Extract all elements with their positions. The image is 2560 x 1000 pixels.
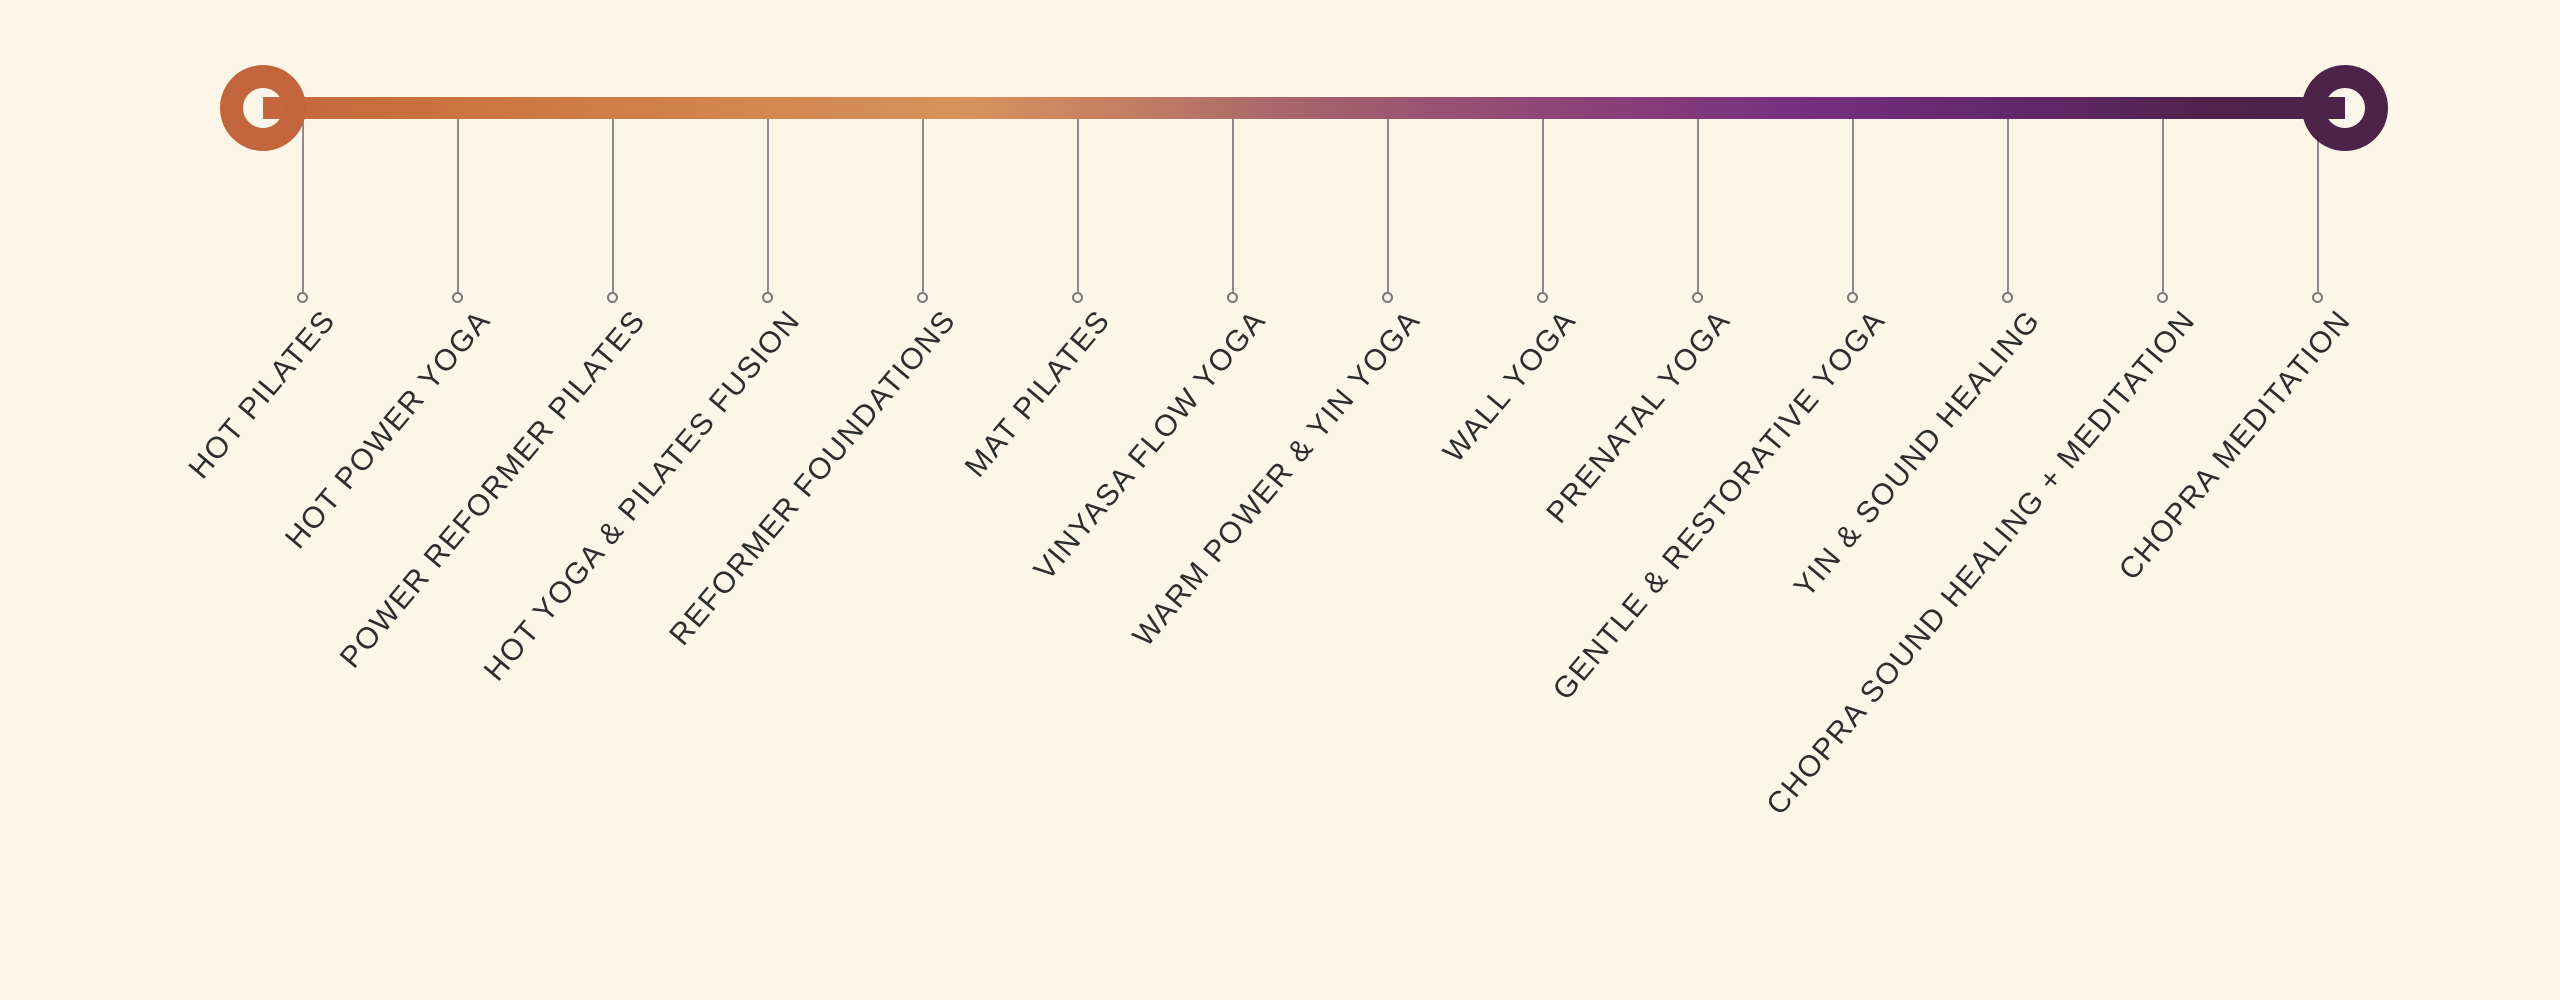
class-label-power-reformer-pilates: POWER REFORMER PILATES xyxy=(333,304,653,675)
tick-line-chopra-meditation xyxy=(2317,119,2319,292)
tick-line-reformer-foundations xyxy=(922,119,924,292)
tick-endpoint-circle-icon xyxy=(297,292,308,303)
tick-endpoint-circle-icon xyxy=(2312,292,2323,303)
tick-endpoint-circle-icon xyxy=(607,292,618,303)
tick-endpoint-circle-icon xyxy=(452,292,463,303)
tick-endpoint-circle-icon xyxy=(1847,292,1858,303)
tick-line-vinyasa-flow-yoga xyxy=(1232,119,1234,292)
tick-line-hot-yoga-pilates-fusion xyxy=(767,119,769,292)
tick-endpoint-circle-icon xyxy=(762,292,773,303)
tick-line-hot-power-yoga xyxy=(457,119,459,292)
tick-endpoint-circle-icon xyxy=(1537,292,1548,303)
class-label-gentle-restorative-yoga: GENTLE & RESTORATIVE YOGA xyxy=(1547,304,1893,707)
left-end-ring-icon xyxy=(220,65,306,151)
class-label-reformer-foundations: REFORMER FOUNDATIONS xyxy=(663,304,963,652)
tick-line-yin-sound-healing xyxy=(2007,119,2009,292)
right-end-ring-icon xyxy=(2302,65,2388,151)
tick-line-warm-power-yin-yoga xyxy=(1387,119,1389,292)
class-label-mat-pilates: MAT PILATES xyxy=(959,304,1118,484)
tick-endpoint-circle-icon xyxy=(917,292,928,303)
class-label-wall-yoga: WALL YOGA xyxy=(1436,304,1583,469)
tick-endpoint-circle-icon xyxy=(1072,292,1083,303)
tick-line-gentle-restorative-yoga xyxy=(1852,119,1854,292)
tick-line-wall-yoga xyxy=(1542,119,1544,292)
tick-endpoint-circle-icon xyxy=(2157,292,2168,303)
class-label-warm-power-yin-yoga: WARM POWER & YIN YOGA xyxy=(1127,304,1428,653)
class-label-hot-yoga-pilates-fusion: HOT YOGA & PILATES FUSION xyxy=(478,304,808,688)
tick-endpoint-circle-icon xyxy=(1382,292,1393,303)
gradient-spectrum-bar xyxy=(263,97,2345,119)
tick-endpoint-circle-icon xyxy=(1692,292,1703,303)
tick-endpoint-circle-icon xyxy=(1227,292,1238,303)
tick-line-chopra-sound-healing-meditation xyxy=(2162,119,2164,292)
tick-line-power-reformer-pilates xyxy=(612,119,614,292)
tick-line-prenatal-yoga xyxy=(1697,119,1699,292)
class-label-hot-pilates: HOT PILATES xyxy=(182,304,343,486)
tick-line-mat-pilates xyxy=(1077,119,1079,292)
tick-line-hot-pilates xyxy=(302,119,304,292)
tick-endpoint-circle-icon xyxy=(2002,292,2013,303)
